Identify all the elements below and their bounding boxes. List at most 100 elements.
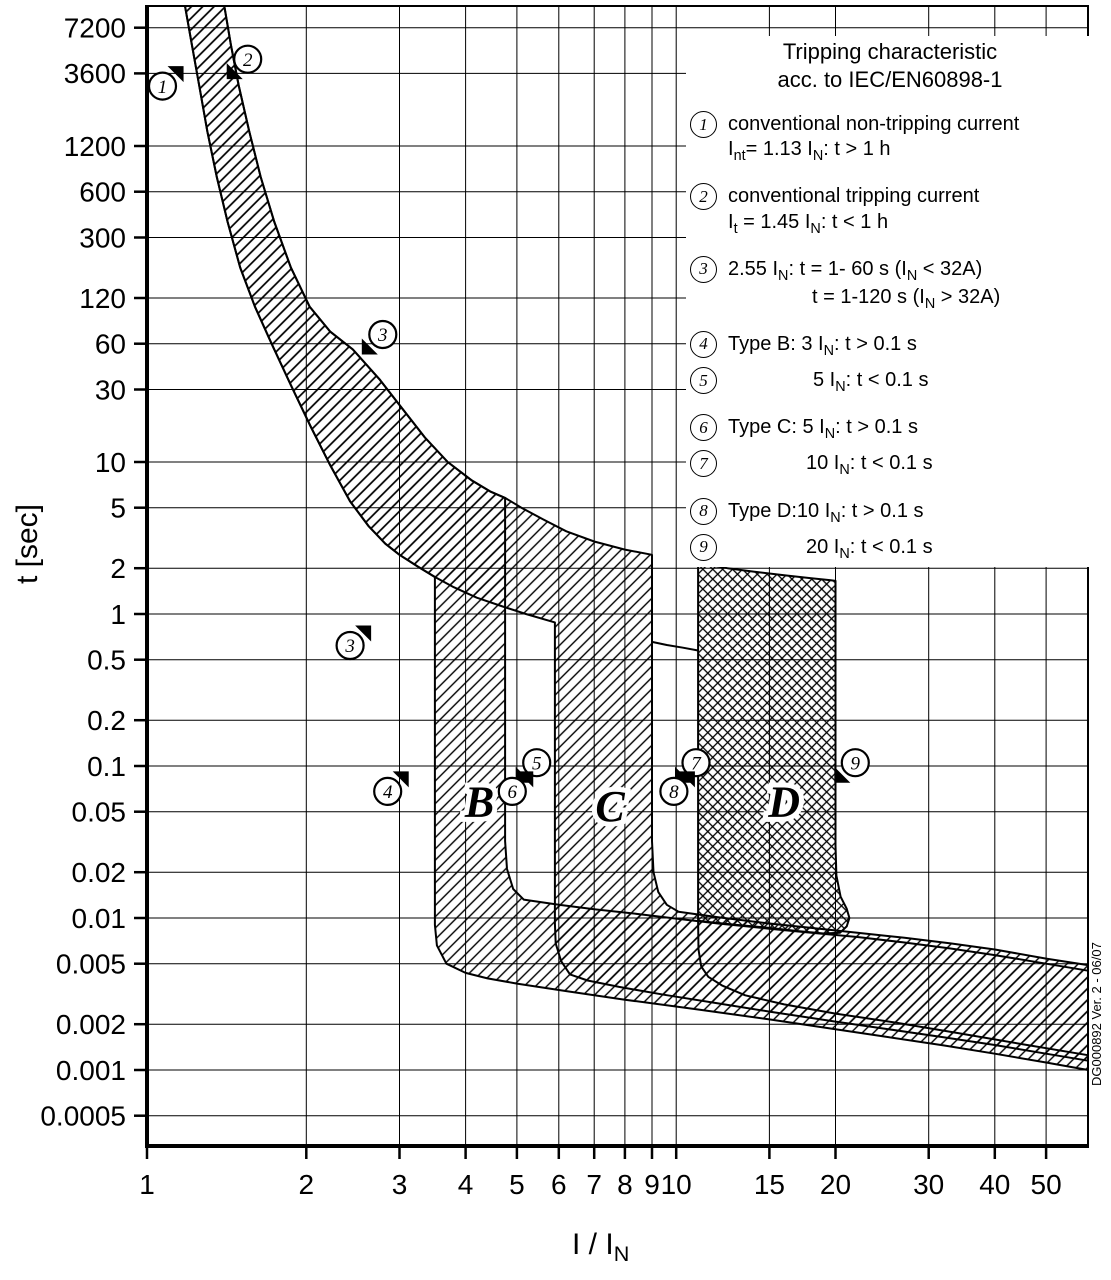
marker-flag-icon <box>392 771 409 788</box>
marker-circle <box>373 776 403 807</box>
y-tick-label: 0.001 <box>56 1055 126 1086</box>
legend-item-text: Type C: 5 IN: t > 0.1 s <box>728 413 918 443</box>
x-tick-label: 15 <box>754 1169 785 1200</box>
marker-circle <box>497 776 527 807</box>
legend-item: 5 5 IN: t < 0.1 s <box>690 366 1090 396</box>
legend-item-line: conventional non-tripping current <box>728 113 1020 135</box>
legend-item-number: 2 <box>690 183 717 211</box>
y-tick-label: 0.0005 <box>40 1101 126 1132</box>
marker-circle <box>522 748 552 778</box>
marker-circle <box>233 44 263 74</box>
marker-number: 6 <box>508 782 518 803</box>
legend-item-line: 10 IN: t < 0.1 s <box>806 452 933 479</box>
legend-item-text: conventional non-tripping current Int= 1.… <box>728 110 1019 165</box>
extra-curves-layer <box>651 640 1089 1057</box>
x-tick-label: 1 <box>139 1169 155 1200</box>
marker-flag-icon <box>355 625 372 642</box>
y-tick-label: 10 <box>95 447 126 478</box>
x-axis-title: I / IN <box>572 1228 630 1266</box>
x-tick-label: 20 <box>820 1169 851 1200</box>
legend-item: 3 2.55 IN: t = 1- 60 s (IN < 32A) t = 1-12… <box>690 255 1090 313</box>
marker-6: 6 <box>497 771 534 807</box>
legend-item-number: 1 <box>690 111 717 138</box>
legend-item: 6 Type C: 5 IN: t > 0.1 s <box>690 413 1090 443</box>
legend-item: 9 20 IN: t < 0.1 s <box>690 533 1090 563</box>
marker-flag-icon <box>167 66 184 83</box>
legend-item-line: Type D:10 IN: t > 0.1 s <box>728 499 924 526</box>
marker-8: 8 <box>659 771 695 807</box>
y-tick-label: 0.1 <box>87 751 126 782</box>
legend-item-line: 20 IN: t < 0.1 s <box>806 535 933 562</box>
zone-letters-layer: B C D <box>459 773 805 837</box>
legend-item-text: 5 IN: t < 0.1 s <box>728 366 928 396</box>
marker-circle <box>681 748 711 778</box>
legend-item-number: 3 <box>690 255 717 283</box>
legend-item-text: Type B: 3 IN: t > 0.1 s <box>728 330 917 360</box>
y-tick-label: 0.01 <box>72 903 127 934</box>
zone-label-C: C <box>595 782 625 831</box>
legend-item-number: 4 <box>690 330 717 358</box>
legend-item-number: 7 <box>690 450 717 478</box>
y-tick-label: 0.2 <box>87 705 126 736</box>
x-tick-label: 6 <box>551 1169 567 1200</box>
x-tick-label: 4 <box>458 1169 474 1200</box>
legend-item-number: 6 <box>690 414 717 442</box>
x-tick-label: 9 <box>644 1169 660 1200</box>
y-tick-label: 120 <box>79 283 126 314</box>
y-tick-label: 0.05 <box>72 797 127 828</box>
x-tick-label: 30 <box>913 1169 944 1200</box>
legend-item-line: It = 1.45 IN: t < 1 h <box>728 210 889 237</box>
y-tick-label: 7200 <box>64 13 126 44</box>
x-tick-label: 3 <box>392 1169 408 1200</box>
y-tick-label: 2 <box>110 553 126 584</box>
legend-item-number: 5 <box>690 367 717 395</box>
legend-box: Tripping characteristic acc. to IEC/EN608… <box>686 36 1090 567</box>
y-tick-label: 600 <box>79 177 126 208</box>
legend-item-line: conventional tripping current <box>728 185 980 208</box>
y-axis-title: t [sec] <box>11 503 44 585</box>
y-tick-label: 60 <box>95 329 126 360</box>
marker-flag-icon <box>226 63 243 80</box>
marker-number: 7 <box>691 753 702 774</box>
legend-item: 7 10 IN: t < 0.1 s <box>690 449 1090 479</box>
marker-3: 3 <box>335 625 372 661</box>
legend-item-text: 10 IN: t < 0.1 s <box>728 449 933 479</box>
y-tick-label: 1 <box>110 599 126 630</box>
legend-item: 2 conventional tripping current It = 1.45 … <box>690 182 1090 237</box>
legend-item-line: t = 1-120 s (IN > 32A) <box>812 285 1001 312</box>
legend-item-line: Int= 1.13 IN: t > 1 h <box>728 138 891 165</box>
legend-item: 1 conventional non-tripping current Int= 1… <box>690 110 1090 165</box>
marker-2: 2 <box>226 44 263 80</box>
x-tick-label: 50 <box>1031 1169 1062 1200</box>
marker-3: 3 <box>361 319 398 355</box>
legend-item-text: conventional tripping current It = 1.45 I… <box>728 182 979 237</box>
marker-5: 5 <box>515 748 552 783</box>
legend-item-line: Type C: 5 IN: t > 0.1 s <box>728 416 918 443</box>
lower-curve-c-d-gap <box>651 640 699 652</box>
type-d-band <box>697 562 851 935</box>
marker-number: 4 <box>383 782 393 803</box>
marker-flag-icon <box>517 771 534 788</box>
document-number-watermark: DG000892 Ver. 2 - 06/07 <box>1089 942 1104 1086</box>
x-tick-label: 10 <box>661 1169 692 1200</box>
zone-label-D: D <box>767 778 800 827</box>
marker-9: 9 <box>834 748 870 783</box>
x-tick-label: 2 <box>299 1169 315 1200</box>
legend-item-text: Type D:10 IN: t > 0.1 s <box>728 497 924 527</box>
marker-circle <box>335 630 365 661</box>
x-tick-label: 7 <box>586 1169 602 1200</box>
tick-layer: 7200360012006003001206030105210.50.20.10… <box>40 13 1061 1201</box>
marker-number: 1 <box>158 77 168 98</box>
marker-number: 3 <box>377 325 388 346</box>
marker-circle <box>368 319 398 350</box>
y-tick-label: 1200 <box>64 131 126 162</box>
legend-item: 4 Type B: 3 IN: t > 0.1 s <box>690 330 1090 360</box>
legend-item-text: 2.55 IN: t = 1- 60 s (IN < 32A) t = 1-120… <box>728 255 1000 313</box>
legend-item-number: 8 <box>690 497 717 525</box>
y-tick-label: 0.5 <box>87 645 126 676</box>
marker-flag-icon <box>361 338 378 355</box>
legend-item-line: 2.55 IN: t = 1- 60 s (IN < 32A) <box>728 257 983 284</box>
type-c-band <box>184 5 1089 1062</box>
y-tick-label: 30 <box>95 374 126 405</box>
marker-4: 4 <box>373 771 409 807</box>
